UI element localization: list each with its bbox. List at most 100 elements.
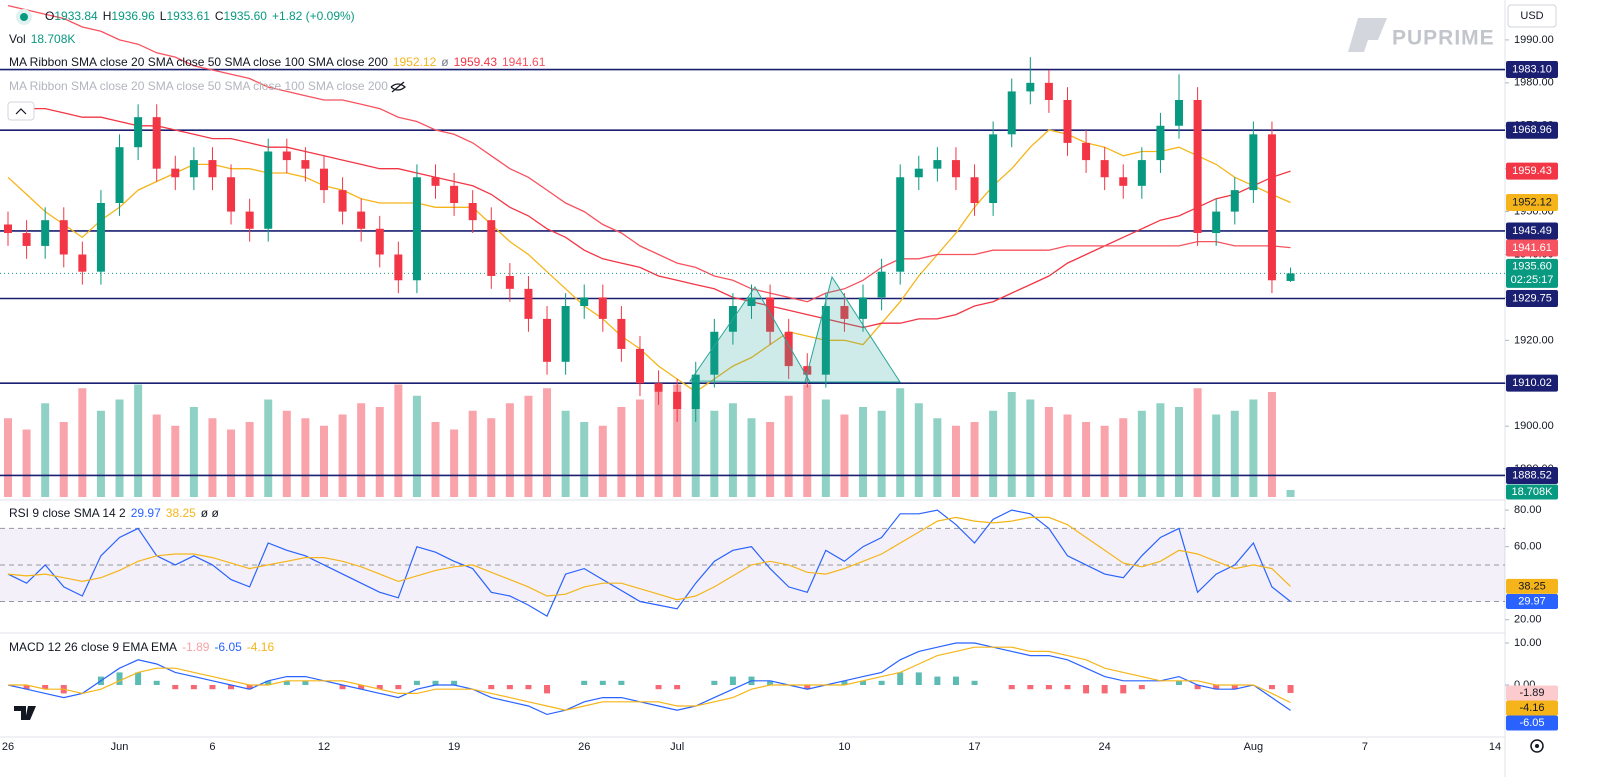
x-tick-label: 24 xyxy=(1099,741,1111,753)
candle-body xyxy=(1230,190,1239,212)
candle-body xyxy=(450,185,459,204)
macd-histogram-bar xyxy=(265,680,272,685)
ohlc-value: 1936.96 xyxy=(111,9,155,23)
volume-bar xyxy=(4,418,12,497)
macd-histogram-bar xyxy=(209,685,216,690)
candle-body xyxy=(1249,134,1258,191)
macd-histogram-bar xyxy=(897,672,904,685)
triangle-shape xyxy=(689,286,811,383)
price-badge-label: -1.89 xyxy=(1519,687,1544,699)
volume-bar xyxy=(22,429,31,497)
x-tick-label: 14 xyxy=(1489,741,1501,753)
price-badge xyxy=(1506,61,1558,79)
symbol-icon-dot xyxy=(20,13,28,21)
macd-histogram-bar xyxy=(971,680,978,685)
candle-body xyxy=(691,374,700,410)
candle-body xyxy=(1286,273,1295,281)
macd-histogram-bar xyxy=(246,685,253,690)
candle-body xyxy=(1212,211,1221,234)
volume-bar xyxy=(189,407,198,497)
volume-bar xyxy=(840,414,849,497)
macd-histogram-bar xyxy=(1008,685,1015,690)
candle-body xyxy=(412,177,421,281)
price-badge-label: 1935.60 xyxy=(1512,260,1552,272)
candle-body xyxy=(859,297,868,319)
volume-bar xyxy=(561,410,570,497)
price-badge xyxy=(1506,193,1558,211)
price-badge xyxy=(1506,594,1558,610)
candle-body xyxy=(171,168,180,178)
brand-name: PUPRIME xyxy=(1392,27,1495,50)
x-tick-label: 6 xyxy=(209,741,215,753)
countdown-label: 02:25:17 xyxy=(1511,274,1554,286)
collapse-button[interactable] xyxy=(7,101,35,121)
price-badge xyxy=(1506,374,1558,392)
volume-bar xyxy=(319,425,328,497)
volume-bar xyxy=(914,403,923,497)
macd-histogram-bar xyxy=(581,680,588,685)
candle-body xyxy=(96,203,105,272)
ohlc-key: C xyxy=(215,9,224,23)
macd-histogram-bar xyxy=(23,685,30,690)
candle-body xyxy=(468,203,477,221)
candle-body xyxy=(914,168,923,178)
triangle-shape xyxy=(804,275,901,383)
y-tick-label: 1920.00 xyxy=(1514,334,1554,346)
volume-bar xyxy=(1193,388,1202,497)
candle-body xyxy=(78,254,87,272)
volume-bar xyxy=(728,403,737,497)
volume-bar xyxy=(784,395,793,497)
macd-histogram-bar xyxy=(729,676,736,685)
volume-bar xyxy=(171,425,180,497)
x-tick-label: 17 xyxy=(968,741,980,753)
candle-body xyxy=(673,391,682,410)
volume-bar xyxy=(710,410,719,497)
price-badge-label: 1945.49 xyxy=(1512,225,1552,237)
macd-histogram-bar xyxy=(413,680,420,685)
macd-histogram-bar xyxy=(915,672,922,685)
candle-body xyxy=(245,211,254,229)
volume-bar xyxy=(673,384,682,497)
candle-body xyxy=(1175,100,1184,126)
price-badge-label: 1929.75 xyxy=(1512,292,1552,304)
volume-bar xyxy=(487,418,496,497)
macd-histogram-bar xyxy=(1268,685,1275,690)
ohlc-value: 1933.61 xyxy=(166,9,210,23)
volume-bar xyxy=(357,403,366,497)
ohlc-value: 1933.84 xyxy=(54,9,98,23)
volume-bar xyxy=(766,422,775,497)
x-tick-label: Jul xyxy=(670,741,684,753)
volume-bar xyxy=(951,425,960,497)
currency-label: USD xyxy=(1520,10,1543,22)
volume-bar xyxy=(859,407,868,497)
settings-button[interactable] xyxy=(1530,739,1544,753)
candle-body xyxy=(1137,160,1146,186)
macd-histogram-bar xyxy=(841,680,848,685)
macd-histogram-bar xyxy=(506,685,513,690)
currency-button[interactable] xyxy=(1507,4,1557,28)
volume-bar xyxy=(1230,410,1239,497)
macd-histogram-bar xyxy=(283,680,290,685)
volume-bar xyxy=(264,399,273,497)
legend-value: -6.05 xyxy=(214,640,242,654)
volume-bar xyxy=(1119,418,1128,497)
y-tick-label: 80.00 xyxy=(1514,504,1542,516)
candle-body xyxy=(338,190,347,212)
legend-value: -4.16 xyxy=(247,640,275,654)
legend-title: Vol xyxy=(9,32,26,46)
hidden-eye-icon[interactable] xyxy=(390,81,406,93)
price-badge xyxy=(1506,290,1558,308)
macd-histogram-bar xyxy=(1120,685,1127,694)
candle-body xyxy=(989,134,998,204)
status-line: O1933.84 H1936.96 L1933.61 C1935.60 +1.82 (+… xyxy=(45,9,355,23)
candle-body xyxy=(951,160,960,178)
volume-bar xyxy=(412,395,421,497)
candle-body xyxy=(784,331,793,367)
candle-body xyxy=(431,177,440,186)
volume-bar xyxy=(431,422,440,497)
legend-value: ø ø xyxy=(201,506,220,520)
x-tick-label: 26 xyxy=(578,741,590,753)
macd-histogram-bar xyxy=(1138,685,1145,690)
